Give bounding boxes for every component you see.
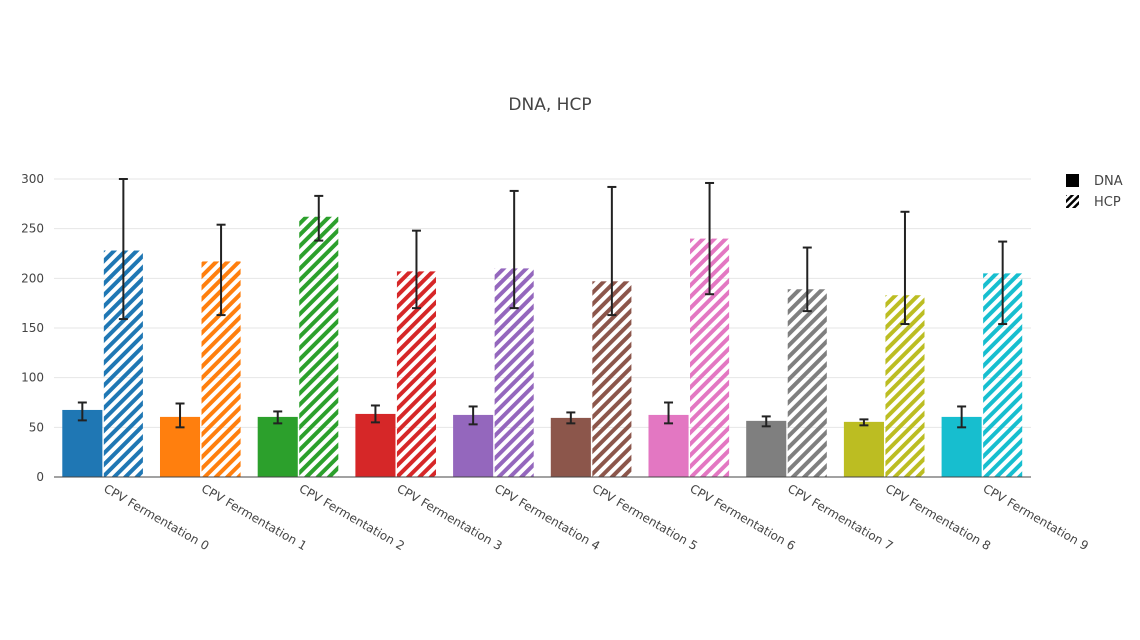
error-bars	[77, 178, 1008, 429]
error-bar-hcp-3	[411, 229, 421, 310]
error-bar-hcp-4	[509, 189, 519, 310]
error-bar-dna-8	[859, 418, 869, 427]
y-tick-label: 50	[29, 420, 44, 434]
chart-title: DNA, HCP	[508, 95, 591, 115]
x-tick-label: CPV Fermentation 0	[101, 481, 211, 553]
error-bar-hcp-2	[314, 194, 324, 242]
y-tick-label: 200	[21, 271, 44, 285]
bar-dna-7	[746, 420, 787, 478]
bar-dna-5	[550, 417, 591, 478]
bar-dna-6	[648, 414, 689, 478]
error-bar-dna-5	[566, 411, 576, 425]
error-bar-dna-9	[957, 405, 967, 429]
x-tick-label: CPV Fermentation 2	[297, 481, 407, 553]
error-bar-dna-3	[370, 404, 380, 424]
error-bar-hcp-0	[118, 178, 128, 321]
grid-lines	[54, 178, 1031, 428]
bar-dna-8	[843, 421, 884, 478]
bar-dna-4	[453, 414, 494, 478]
bar-hcp-2	[299, 216, 339, 477]
x-tick-label: CPV Fermentation 4	[492, 481, 602, 553]
x-tick-label: CPV Fermentation 6	[688, 481, 798, 553]
x-tick-label: CPV Fermentation 1	[199, 481, 309, 553]
bar-hcp-8	[885, 295, 925, 477]
error-bar-hcp-9	[998, 240, 1008, 326]
y-tick-label: 0	[36, 470, 44, 484]
y-tick-label: 250	[21, 222, 44, 236]
error-bar-hcp-6	[705, 181, 715, 296]
y-tick-label: 100	[21, 371, 44, 385]
legend-label: HCP	[1094, 195, 1121, 210]
error-bar-dna-2	[273, 410, 283, 425]
error-bar-hcp-1	[216, 223, 226, 317]
bar-dna-2	[257, 416, 298, 478]
y-tick-label: 300	[21, 172, 44, 186]
legend-label: DNA	[1094, 174, 1123, 189]
x-tick-label: CPV Fermentation 7	[785, 481, 895, 553]
error-bar-dna-1	[175, 402, 185, 429]
bar-hcp-7	[787, 289, 827, 477]
legend-swatch	[1066, 174, 1079, 187]
y-tick-label: 150	[21, 321, 44, 335]
legend-item-dna[interactable]: DNA	[1066, 174, 1123, 189]
error-bar-dna-0	[77, 401, 87, 422]
legend-item-hcp[interactable]: HCP	[1066, 195, 1121, 210]
error-bar-dna-7	[761, 415, 771, 428]
error-bar-hcp-8	[900, 210, 910, 326]
legend: DNA HCP	[1066, 174, 1123, 210]
error-bar-hcp-5	[607, 185, 617, 317]
error-bar-dna-4	[468, 405, 478, 426]
x-tick-label: CPV Fermentation 3	[394, 481, 504, 553]
bar-dna-3	[355, 413, 396, 478]
error-bar-hcp-7	[802, 246, 812, 313]
x-tick-label: CPV Fermentation 9	[981, 481, 1091, 553]
bars	[62, 216, 1023, 478]
error-bar-dna-6	[664, 401, 674, 425]
x-tick-label: CPV Fermentation 5	[590, 481, 700, 553]
x-tick-label: CPV Fermentation 8	[883, 481, 993, 553]
legend-swatch	[1066, 195, 1079, 208]
